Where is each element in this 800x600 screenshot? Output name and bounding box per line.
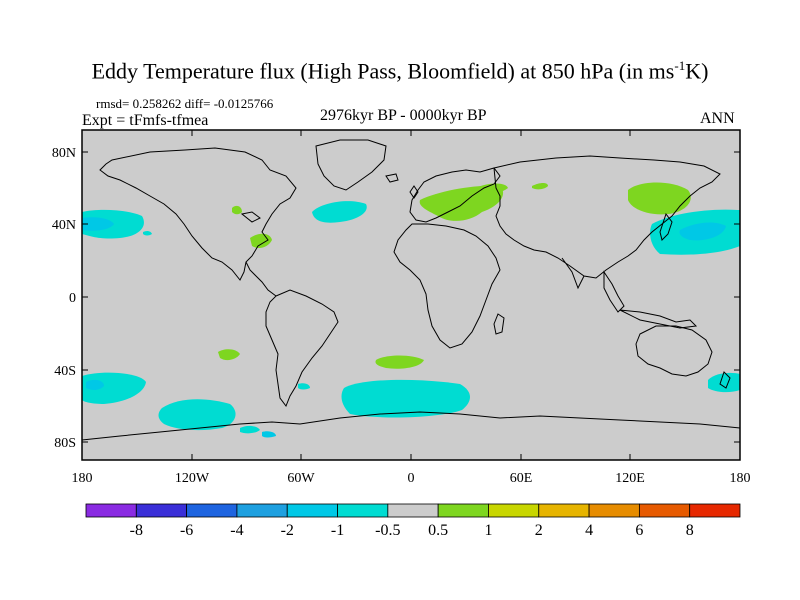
- coast-africa: [393, 223, 501, 349]
- colorbar-swatch: [638, 503, 691, 518]
- colorbar-swatch: [538, 503, 590, 518]
- coast-british-isles: [409, 185, 419, 199]
- anomaly-patch-neg-north-atlantic: [312, 201, 367, 223]
- anomaly-patch-neg-south-pacific-west-core: [86, 379, 104, 390]
- colorbar-label: 2: [535, 522, 543, 539]
- colorbar-swatch: [387, 503, 439, 518]
- coast-greenland: [315, 139, 387, 191]
- colorbar-label: 8: [686, 522, 694, 539]
- colorbar-label: -0.5: [375, 522, 400, 539]
- anomaly-patch-neg-drake-2: [262, 431, 276, 438]
- coast-central-america: [245, 261, 277, 297]
- coast-europe: [409, 167, 501, 223]
- colorbar-swatch: [186, 503, 238, 518]
- coast-great-lakes: [240, 211, 261, 223]
- figure-title: Eddy Temperature flux (High Pass, Bloomf…: [0, 58, 800, 84]
- colorbar-swatch: [236, 503, 288, 518]
- coast-iceland: [385, 173, 399, 183]
- colorbar-swatch: [85, 503, 137, 518]
- lon-tick-label: 120E: [615, 471, 645, 486]
- rmsd-diff-text: rmsd= 0.258262 diff= -0.0125766: [96, 96, 274, 111]
- lat-tick-label: 0: [69, 291, 76, 306]
- coast-asia: [493, 155, 721, 279]
- coast-new-zealand: [719, 371, 731, 389]
- colorbar-swatch: [286, 503, 338, 518]
- anomaly-patch-neg-south-atlantic-indian: [341, 379, 470, 418]
- coast-india: [561, 257, 585, 290]
- period-label: 2976kyr BP - 0000kyr BP: [320, 107, 487, 124]
- longitude-axis: 180 120W 60W 0 60E 120E 180: [72, 130, 751, 486]
- lon-tick-label: 60E: [510, 471, 533, 486]
- experiment-label: Expt = tFmfs-tfmea: [82, 112, 209, 129]
- latitude-axis: 80N 40N 0 40S 80S: [52, 146, 740, 451]
- lon-tick-label: 180: [72, 471, 93, 486]
- colorbar-label: 6: [635, 522, 643, 539]
- coast-south-america: [265, 289, 339, 408]
- coast-madagascar: [493, 313, 505, 335]
- coast-antarctica: [81, 411, 741, 441]
- anomaly-patch-neg-north-pacific-west-core: [679, 222, 726, 241]
- anomaly-patch-neg-drake-1: [240, 425, 260, 434]
- anomaly-patch-pos-south-pacific: [218, 349, 240, 361]
- coast-southeast-asia: [603, 270, 625, 313]
- lat-tick-label: 80N: [52, 146, 76, 161]
- anomaly-patch-neg-small-pacific: [143, 230, 152, 236]
- colorbar-swatch: [437, 503, 489, 518]
- coast-australia: [635, 325, 713, 377]
- colorbar-label: 0.5: [428, 522, 448, 539]
- colorbar-label: -1: [331, 522, 344, 539]
- title-superscript: -1: [674, 58, 686, 73]
- title-end: K): [685, 58, 709, 84]
- colorbar-label: -4: [230, 522, 243, 539]
- anomaly-patch-neg-south-pacific: [158, 399, 236, 431]
- colorbar-swatch: [689, 503, 741, 518]
- coast-indonesia: [619, 309, 698, 329]
- anomaly-patch-pos-scandinavia: [476, 183, 508, 195]
- colorbar-label: -2: [281, 522, 294, 539]
- lat-tick-label: 40N: [52, 218, 76, 233]
- anomaly-patch-pos-siberia: [532, 183, 548, 190]
- colorbar-swatch: [135, 503, 188, 518]
- title-main: Eddy Temperature flux (High Pass, Bloomf…: [91, 58, 675, 84]
- coastlines: [81, 139, 741, 441]
- colorbar-swatch: [588, 503, 640, 518]
- anomaly-patch-pos-north-america: [232, 205, 242, 215]
- anomaly-patch-pos-south-atlantic: [375, 355, 424, 369]
- colorbar-label: 1: [484, 522, 492, 539]
- lat-tick-label: 40S: [54, 364, 76, 379]
- lon-tick-label: 120W: [175, 471, 210, 486]
- colorbar-swatch: [488, 503, 540, 518]
- anomaly-patch-neg-small-sa: [298, 383, 310, 390]
- season-label: ANN: [700, 110, 735, 127]
- lon-tick-label: 60W: [287, 471, 315, 486]
- anomaly-patch-neg-north-pacific-east-core: [82, 217, 114, 231]
- lat-tick-label: 80S: [54, 436, 76, 451]
- coast-japan: [659, 212, 673, 241]
- anomaly-patch-pos-east-asia: [628, 182, 691, 215]
- anomaly-patch-neg-east-south-pacific: [708, 372, 740, 393]
- lon-tick-label: 180: [730, 471, 751, 486]
- lon-tick-label: 0: [408, 471, 415, 486]
- anomaly-patches: [82, 182, 740, 438]
- colorbar: -8 -6 -4 -2 -1 -0.5 0.5 1 2 4 6 8: [85, 503, 741, 539]
- colorbar-swatch: [337, 503, 389, 518]
- colorbar-label: -8: [130, 522, 143, 539]
- colorbar-label: 4: [585, 522, 593, 539]
- colorbar-label: -6: [180, 522, 193, 539]
